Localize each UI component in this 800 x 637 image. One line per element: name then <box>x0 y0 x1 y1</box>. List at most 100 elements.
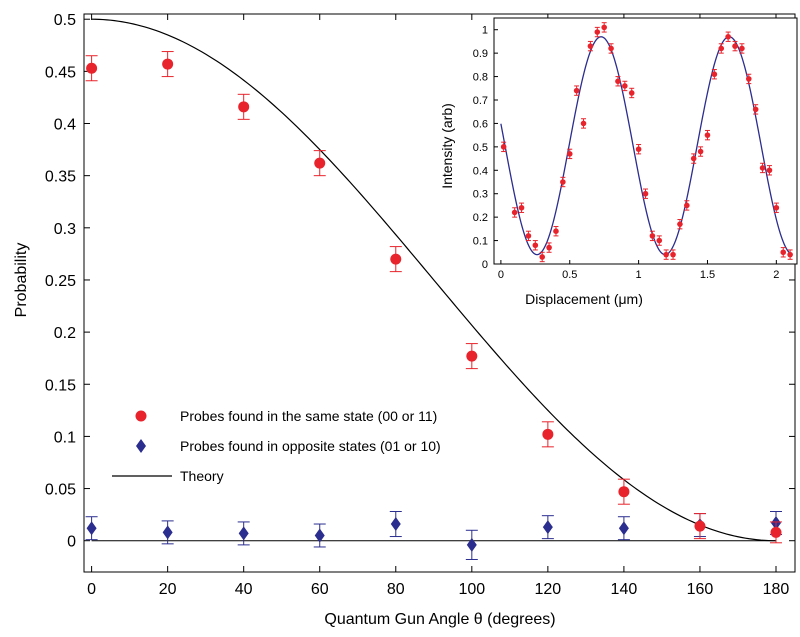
point-same-state <box>238 101 250 113</box>
legend: Probes found in the same state (00 or 11… <box>112 408 441 484</box>
inset-fit-curve <box>500 36 791 256</box>
inset-point <box>573 87 580 94</box>
inset-point <box>594 29 601 35</box>
inset-point <box>773 204 780 211</box>
theory-curve <box>91 18 776 542</box>
inset-point <box>780 249 787 256</box>
inset-point <box>704 132 711 138</box>
inset-point <box>670 251 676 258</box>
inset-point <box>580 120 587 127</box>
point-opposite-states <box>466 537 477 552</box>
inset-point <box>684 202 690 209</box>
point-same-state <box>466 350 478 362</box>
x-tick-label: 0 <box>87 581 96 598</box>
point-same-state <box>770 526 782 538</box>
inset-point <box>697 148 704 155</box>
inset-x-tick-label: 2 <box>773 269 779 281</box>
inset-y-axis-label: Intensity (arb) <box>439 103 455 189</box>
inset-point <box>787 251 793 258</box>
inset-x-tick-label: 0 <box>498 269 504 281</box>
main-plot-frame <box>83 13 796 573</box>
legend-label-same-state: Probes found in the same state (00 or 11… <box>180 408 437 424</box>
y-axis-label: Probability <box>13 243 30 318</box>
inset-y-tick-label: 0.3 <box>473 189 488 201</box>
inset-x-tick-label: 1 <box>636 269 642 281</box>
y-axis-ticks: 0 0.05 0.1 0.15 0.2 0.25 0.3 0.35 0.4 0.45 0.5 <box>45 12 795 551</box>
inset-point <box>649 233 656 239</box>
inset-chart: 0 0.5 1 1.5 2 00.10.20.30.40.50.60.70.80.91 … <box>439 17 798 307</box>
x-tick-label: 60 <box>311 581 329 598</box>
inset-y-axis-ticks: 0 0.1 0.2 0.3 0.4 0.5 0.6 0.7 0.8 0.9 1 <box>473 25 498 271</box>
inset-y-tick-label: 0.6 <box>473 118 488 130</box>
inset-point <box>587 43 594 49</box>
inset-point <box>656 237 663 244</box>
inset-point <box>511 209 518 216</box>
point-opposite-states <box>314 528 325 543</box>
inset-background <box>494 18 797 264</box>
point-opposite-states <box>390 517 401 532</box>
point-opposite-states <box>618 521 629 536</box>
y-tick-label: 0.35 <box>45 169 76 186</box>
main-chart: 0 20 40 60 80 100 120 140 160 180 00.050.10.150.2… <box>13 12 796 628</box>
inset-x-axis-label: Displacement (μm) <box>525 291 643 307</box>
x-tick-label: 160 <box>687 581 714 598</box>
inset-x-tick-label: 0.5 <box>562 269 577 281</box>
point-same-state <box>542 428 554 440</box>
point-opposite-states <box>162 525 173 540</box>
y-tick-label: 0.05 <box>45 482 76 499</box>
y-tick-label: 0.2 <box>54 325 76 342</box>
y-tick-label: 0.45 <box>45 64 76 81</box>
y-tick-label: 0.1 <box>54 429 76 446</box>
inset-point <box>532 242 539 249</box>
inset-x-axis-ticks: 0 0.5 1 1.5 2 <box>498 260 779 281</box>
point-opposite-states <box>542 520 553 535</box>
inset-point <box>539 254 546 260</box>
point-same-state <box>694 520 706 532</box>
inset-point <box>608 45 614 52</box>
inset-point <box>663 251 669 258</box>
inset-y-tick-label: 0.5 <box>473 142 488 154</box>
inset-point <box>615 78 621 85</box>
inset-point <box>560 179 566 185</box>
inset-point <box>635 146 642 152</box>
inset-point <box>739 45 745 52</box>
inset-point <box>718 45 725 52</box>
inset-y-tick-label: 0 <box>482 259 488 271</box>
inset-data-points <box>500 22 793 263</box>
point-same-state <box>162 58 174 70</box>
inset-point <box>677 221 683 227</box>
point-same-state <box>314 157 326 169</box>
inset-plot-frame <box>493 17 798 265</box>
legend-marker-opposite-states <box>136 439 146 453</box>
y-tick-label: 0.15 <box>45 377 76 394</box>
main-data-points <box>85 51 782 560</box>
inset-point <box>601 24 607 31</box>
legend-marker-same-state <box>135 410 147 422</box>
inset-point <box>711 71 718 78</box>
x-tick-label: 120 <box>535 581 562 598</box>
x-axis-label: Quantum Gun Angle θ (degrees) <box>324 611 555 628</box>
x-axis-ticks: 0 20 40 60 80 100 120 140 160 180 <box>87 14 789 598</box>
legend-label-theory: Theory <box>180 468 224 484</box>
inset-point <box>766 167 773 174</box>
inset-point <box>725 33 731 40</box>
x-tick-label: 80 <box>387 581 405 598</box>
inset-point <box>690 155 697 162</box>
y-tick-label: 0.25 <box>45 273 76 290</box>
point-opposite-states <box>238 526 249 541</box>
inset-x-tick-label: 1.5 <box>700 269 715 281</box>
inset-y-tick-label: 0.4 <box>473 165 488 177</box>
inset-y-tick-label: 0.7 <box>473 95 488 107</box>
legend-label-opposite-states: Probes found in opposite states (01 or 1… <box>180 438 441 454</box>
inset-point <box>732 43 738 49</box>
y-tick-label: 0.4 <box>54 117 76 134</box>
inset-point <box>546 244 552 251</box>
inset-point <box>622 83 628 89</box>
x-tick-label: 100 <box>458 581 485 598</box>
inset-y-tick-label: 1 <box>482 25 488 37</box>
point-same-state <box>390 253 402 265</box>
inset-point <box>752 106 759 113</box>
x-tick-label: 180 <box>763 581 790 598</box>
y-tick-label: 0.3 <box>54 221 76 238</box>
inset-y-tick-label: 0.8 <box>473 72 488 84</box>
